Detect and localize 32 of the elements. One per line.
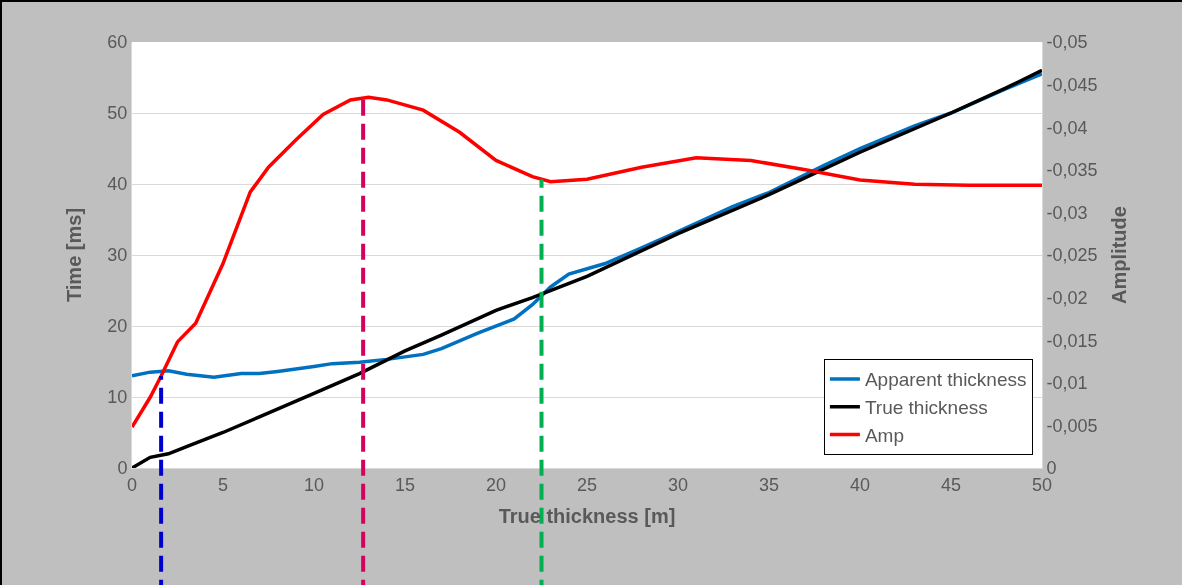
y-tick-label: 20 xyxy=(107,316,128,337)
y2-tick-label: -0,01 xyxy=(1046,373,1088,394)
legend-label: Amp xyxy=(864,424,904,446)
y-tick-label: 60 xyxy=(107,32,128,53)
y-tick-label: 50 xyxy=(107,103,128,124)
y2-tick-label: -0,035 xyxy=(1046,160,1098,181)
y-tick-label: 0 xyxy=(117,458,128,479)
y2-tick-label: -0,025 xyxy=(1046,245,1098,266)
y2-tick-label: -0,03 xyxy=(1046,202,1088,223)
x-tick-label: 35 xyxy=(758,474,780,495)
legend-label: Apparent thickness xyxy=(864,369,1027,391)
x-tick-label: 10 xyxy=(303,474,325,495)
y2-tick-label: -0,005 xyxy=(1046,415,1098,436)
y-tick-label: 40 xyxy=(107,174,128,195)
x-tick-label: 5 xyxy=(217,474,229,495)
y2-tick-label: -0,05 xyxy=(1046,32,1088,53)
y2-tick-label: -0,04 xyxy=(1046,117,1088,138)
y2-tick-label: -0,02 xyxy=(1046,287,1088,308)
x-tick-label: 45 xyxy=(940,474,962,495)
y2-tick-label: -0,015 xyxy=(1046,330,1098,351)
x-tick-label: 15 xyxy=(394,474,416,495)
x-tick-label: 20 xyxy=(485,474,507,495)
y2-axis-title: Amplitude xyxy=(1108,206,1131,304)
y2-tick-label: -0,045 xyxy=(1046,74,1098,95)
y-tick-label: 10 xyxy=(107,387,128,408)
y-tick-label: 30 xyxy=(107,245,128,266)
x-tick-label: 25 xyxy=(576,474,598,495)
x-tick-label: 30 xyxy=(667,474,689,495)
legend-label: True thickness xyxy=(864,397,988,419)
y-axis-title: Time [ms] xyxy=(62,207,85,303)
x-tick-label: 40 xyxy=(849,474,871,495)
line-series xyxy=(132,95,1042,429)
